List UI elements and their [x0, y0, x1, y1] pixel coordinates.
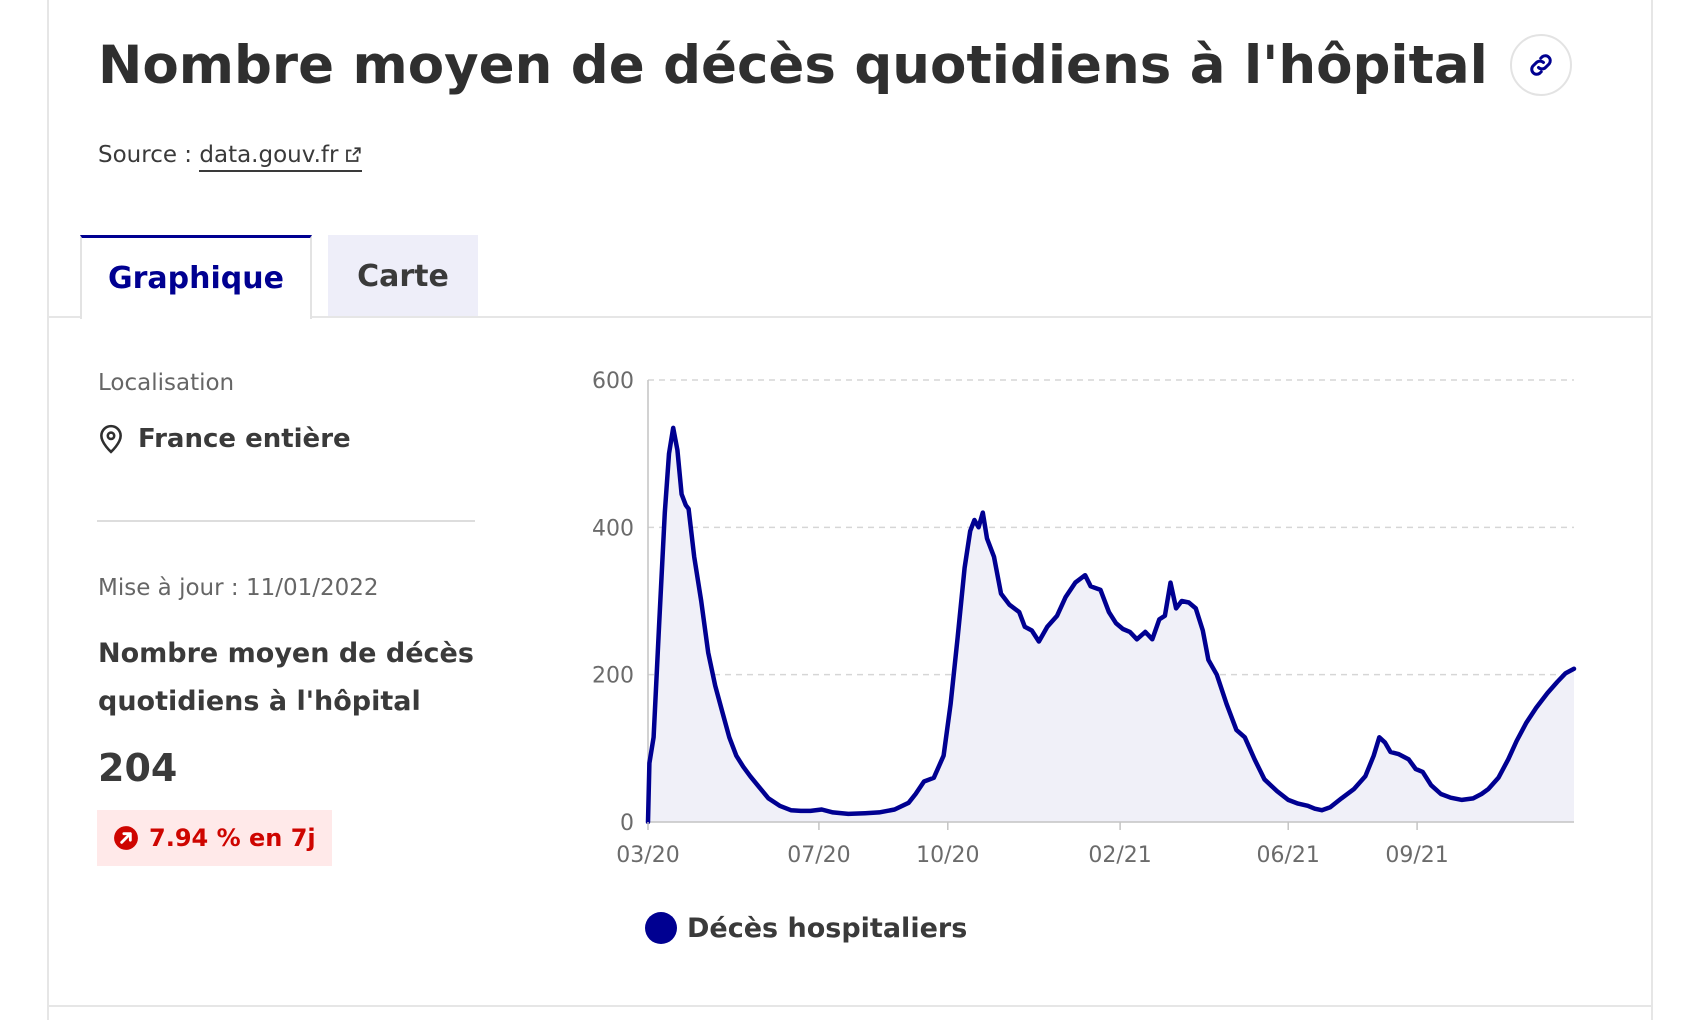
external-link-icon	[346, 147, 362, 162]
location-value[interactable]: France entière	[98, 424, 351, 454]
trend-text: 7.94 % en 7j	[149, 824, 316, 852]
page-title: Nombre moyen de décès quotidiens à l'hôp…	[98, 34, 1488, 96]
copy-link-button[interactable]	[1509, 34, 1572, 96]
indicator-value: 204	[98, 746, 178, 790]
tab-graphique[interactable]: Graphique	[80, 235, 312, 319]
legend-label: Décès hospitaliers	[687, 912, 968, 944]
header: Nombre moyen de décès quotidiens à l'hôp…	[98, 34, 1572, 96]
sidebar-divider	[97, 520, 475, 522]
chart-legend: Décès hospitaliers	[645, 912, 967, 944]
link-icon	[1530, 54, 1552, 76]
update-date: Mise à jour : 11/01/2022	[98, 575, 379, 601]
card-border-left	[47, 0, 49, 1020]
series-area-fill	[648, 427, 1574, 822]
trend-badge: 7.94 % en 7j	[97, 810, 332, 866]
y-tick-label-0: 0	[620, 811, 634, 836]
x-tick-label-4: 06/21	[1257, 843, 1320, 868]
x-tick-label-0: 03/20	[616, 843, 679, 868]
source-link[interactable]: data.gouv.fr	[199, 142, 363, 172]
y-tick-label-2: 400	[592, 516, 634, 541]
card-border-right	[1651, 0, 1653, 1020]
x-tick-label-5: 09/21	[1385, 843, 1448, 868]
source-link-text: data.gouv.fr	[199, 142, 339, 168]
y-tick-label-1: 200	[592, 664, 634, 689]
location-text: France entière	[138, 424, 351, 454]
series-line-deces-hospitaliers	[645, 425, 1577, 825]
tabs-divider	[47, 316, 1653, 318]
indicator-title: Nombre moyen de décès quotidiens à l'hôp…	[98, 638, 474, 717]
x-tick-label-2: 10/20	[916, 843, 979, 868]
source-line: Source : data.gouv.fr	[98, 142, 363, 172]
x-tick-label-3: 02/21	[1088, 843, 1151, 868]
legend-swatch	[645, 912, 677, 944]
area-chart: 0 200 400 600 03/20 07/20 10/20 02/21 06/21 09/21	[592, 369, 1577, 868]
y-tick-label-3: 600	[592, 369, 634, 394]
tab-carte[interactable]: Carte	[328, 235, 478, 317]
source-prefix: Source :	[98, 142, 193, 168]
location-pin-icon	[100, 424, 122, 454]
x-tick-label-1: 07/20	[787, 843, 850, 868]
card-border-bottom	[47, 1005, 1653, 1007]
trend-up-arrow-icon	[114, 826, 138, 850]
location-label: Localisation	[98, 370, 235, 396]
